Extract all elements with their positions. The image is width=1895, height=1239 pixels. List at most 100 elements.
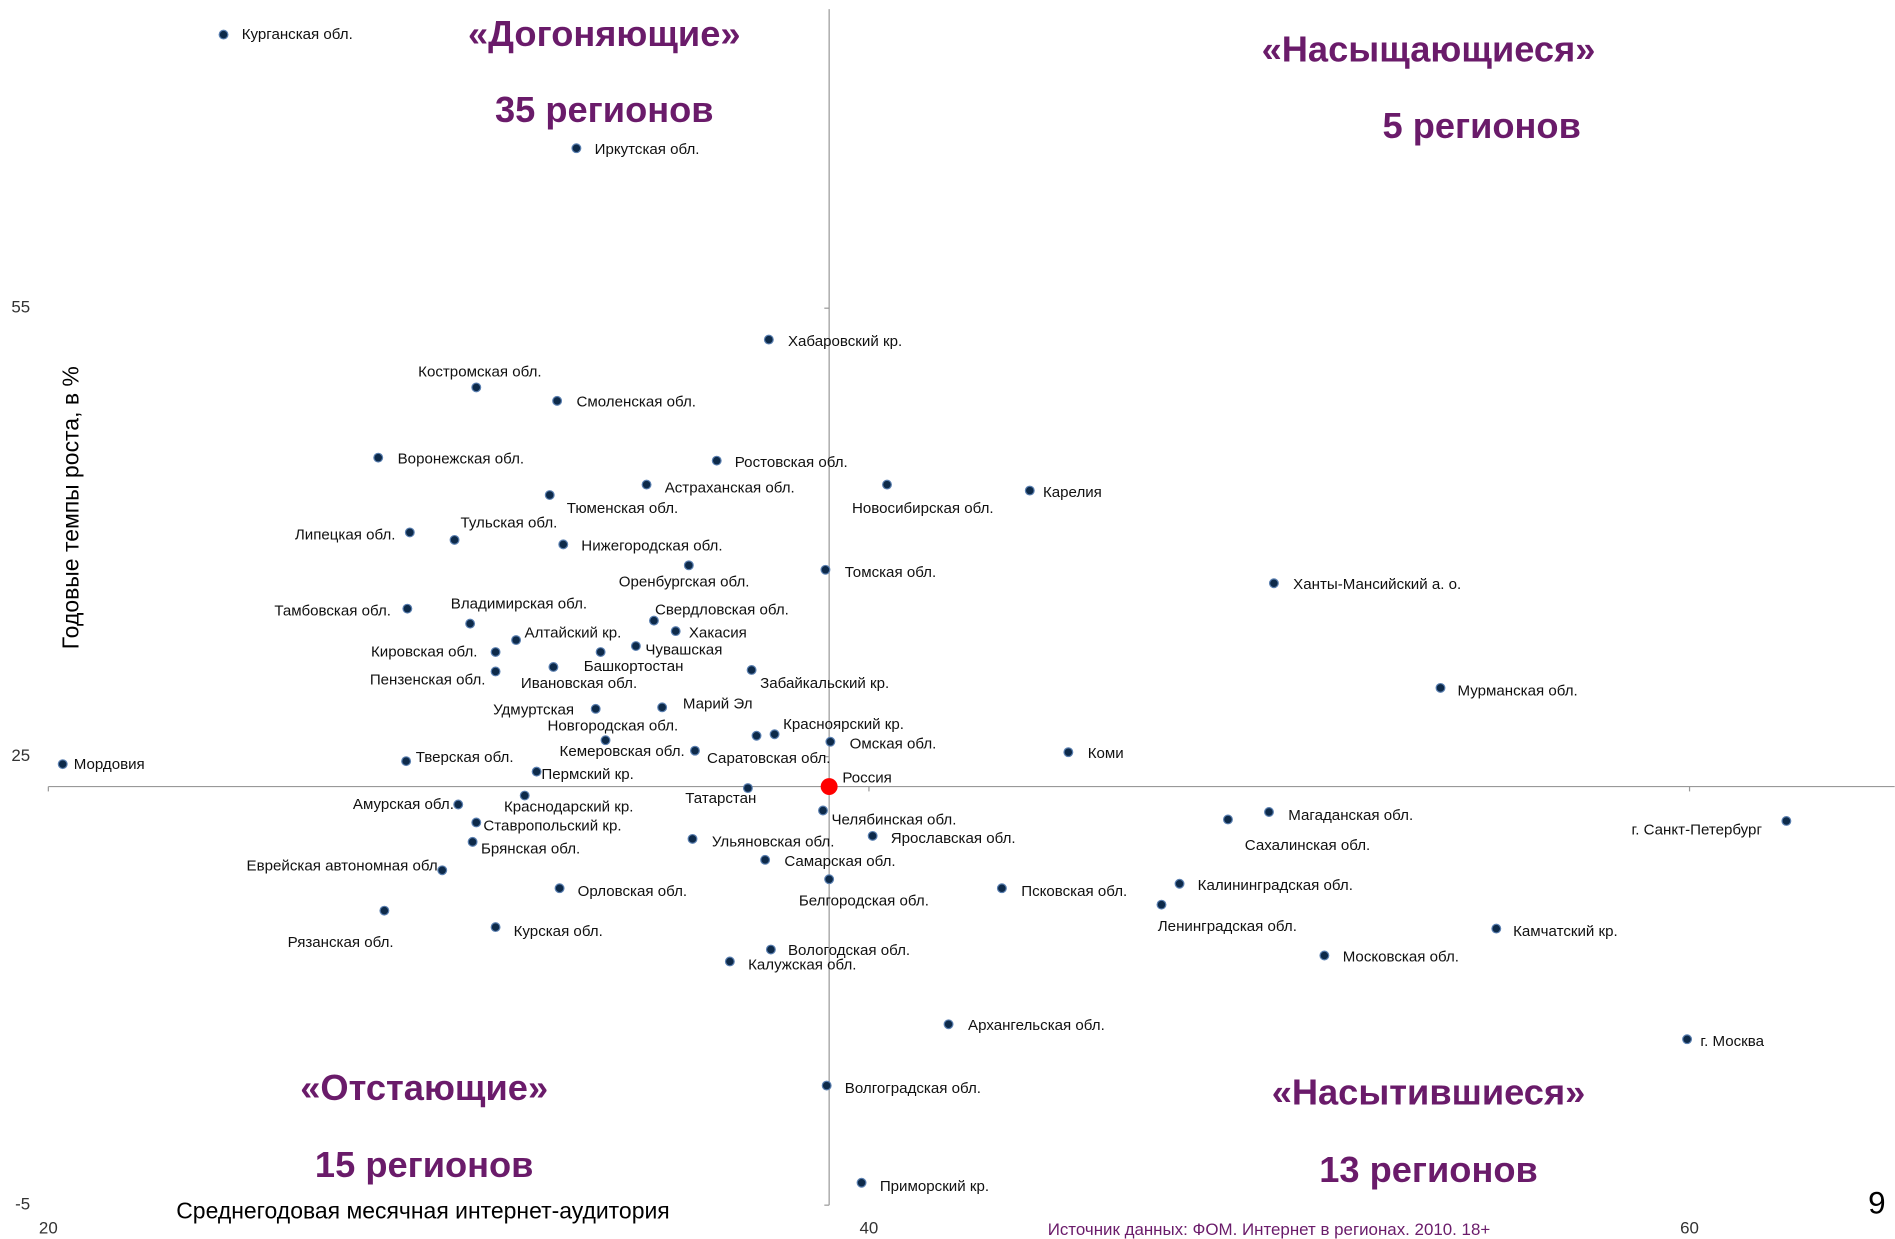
point-label: Тверская обл. [416,749,514,766]
point-label: Ставропольский кр. [483,818,621,835]
y-tick-label: -5 [15,1195,30,1214]
point-label: Красноярский кр. [783,716,904,733]
point-label: Курская обл. [514,923,603,940]
point [711,455,722,466]
point-label: Алтайский кр. [525,624,622,641]
point [465,618,476,629]
point [882,479,892,490]
quadrant-count: 35 регионов [495,89,714,130]
point [825,736,836,747]
point [1063,747,1074,758]
point [1682,1034,1693,1045]
quadrant-title: «Насыщающиеся» [1262,29,1596,70]
point-label: Нижегородская обл. [581,537,722,554]
point [742,783,753,794]
point [763,334,774,345]
point-label: Ульяновская обл. [712,833,835,850]
point [511,635,522,646]
point-label: Башкортостан [584,658,684,675]
point [670,626,681,637]
point-label: Сахалинская обл. [1245,837,1370,854]
point-label: Ленинградская обл. [1158,918,1297,935]
point [595,647,606,657]
point [471,817,482,828]
point [552,395,563,406]
point-label: Архангельская обл. [968,1017,1105,1034]
point [57,759,68,770]
point [467,836,478,847]
point [401,756,412,767]
point-label: г. Москва [1700,1033,1764,1050]
point-label: Кемеровская обл. [560,743,685,760]
point [657,702,668,713]
point-label: Приморский кр. [880,1178,989,1195]
point-label: Рязанская обл. [288,934,394,951]
point-label: Оренбургская обл. [619,574,750,591]
point [821,1080,832,1091]
point-label: Московская обл. [1343,948,1459,965]
point [687,833,698,844]
point-label: Новосибирская обл. [852,500,994,517]
point [558,539,569,550]
point-label: Псковская обл. [1021,883,1127,900]
point-label: Костромская обл. [418,363,541,380]
quadrant-count: 15 регионов [315,1144,534,1185]
point-label: Магаданская обл. [1288,807,1413,824]
point [867,830,878,841]
point [824,874,835,885]
point [590,703,601,714]
point [683,560,694,571]
point [1223,814,1233,825]
point [600,735,611,746]
point [404,527,415,538]
point-label: Владимирская обл. [451,595,587,612]
point-label: Еврейская автономная обл. [247,858,442,875]
point-label: Краснодарский кр. [504,798,634,815]
point [760,854,771,865]
point [1264,807,1274,817]
point [1174,878,1185,889]
point-label: Ярославская обл. [891,830,1016,847]
quadrant-title: «Догоняющие» [468,13,741,54]
point-label: Хакасия [689,624,747,641]
point [765,944,776,955]
point-label: Волгоградская обл. [845,1080,981,1097]
quadrant-title: «Насытившиеся» [1272,1072,1586,1113]
point [519,790,530,801]
quadrant-count: 5 регионов [1382,105,1580,146]
point-label: Удмуртская [493,702,574,719]
point-label: Тульская обл. [460,514,557,531]
point [402,603,413,614]
point-label: Челябинская обл. [831,812,956,829]
point-label: Липецкая обл. [295,526,396,543]
point [554,883,565,894]
x-tick-label: 20 [39,1219,58,1238]
point-label: Свердловская обл. [655,601,789,618]
point [1319,950,1330,961]
point [453,799,464,810]
point-label: Новгородская обл. [547,717,678,734]
y-axis-label: Годовые темпы роста, в % [58,366,84,649]
point-label: Воронежская обл. [398,450,525,467]
point-label: Хабаровский кр. [788,333,902,350]
point [943,1019,954,1030]
point [490,922,501,933]
point-label: Орловская обл. [578,883,687,900]
point [769,729,780,740]
point-label: Смоленская обл. [576,394,695,411]
point-label: Иркутская обл. [595,141,700,158]
point-label: Мурманская обл. [1458,682,1578,699]
point [490,666,501,677]
point-label: Самарская обл. [784,853,895,870]
quadrant-title: «Отстающие» [300,1067,548,1108]
point-label: Россия [842,769,892,786]
point-label: Чувашская [645,641,722,658]
point-label: Брянская обл. [481,841,580,858]
point [996,883,1007,894]
point [641,479,652,490]
point-label: Тамбовская обл. [274,603,391,620]
point-label: Пензенская обл. [370,672,486,689]
point-label: Тюменская обл. [567,500,678,517]
point [820,778,838,796]
